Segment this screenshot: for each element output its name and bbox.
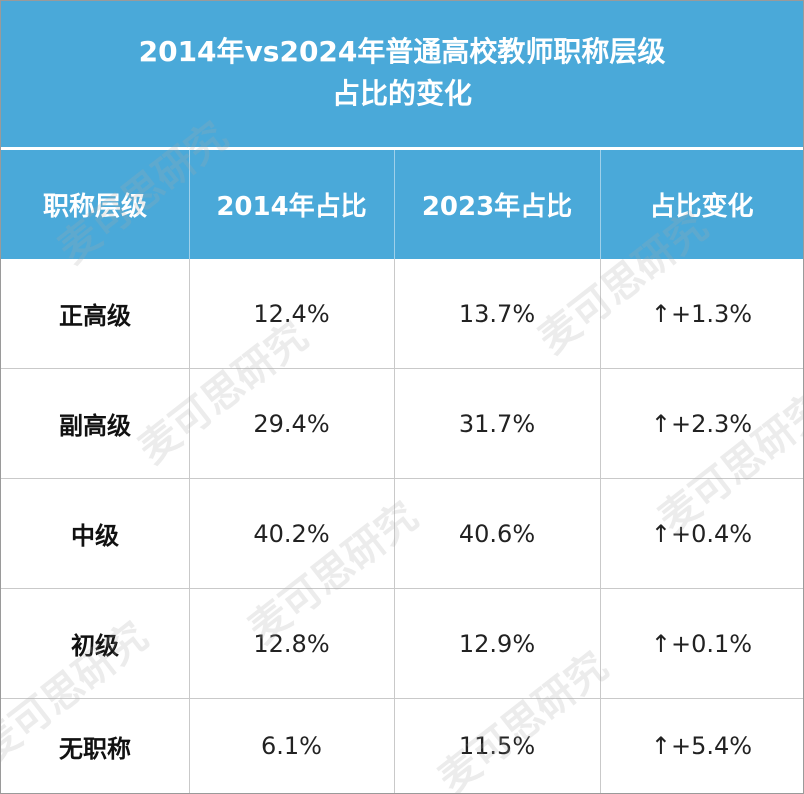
column-divider bbox=[394, 259, 395, 793]
row-level-cell: 无职称 bbox=[59, 734, 131, 763]
row-level-cell: 中级 bbox=[71, 522, 119, 550]
row-level-cell: 正高级 bbox=[59, 302, 131, 330]
table-row: 副高级 29.4% 31.7% ↑+2.3% bbox=[1, 369, 803, 479]
table-row: 正高级 12.4% 13.7% ↑+1.3% bbox=[1, 259, 803, 369]
column-header-2014: 2014年占比 bbox=[216, 192, 367, 222]
table-title: 2014年vs2024年普通高校教师职称层级 占比的变化 bbox=[1, 1, 803, 147]
header-divider bbox=[600, 150, 601, 259]
value-2014-cell: 29.4% bbox=[253, 409, 330, 438]
change-cell: ↑+1.3% bbox=[650, 299, 753, 328]
change-cell: ↑+2.3% bbox=[650, 409, 753, 438]
table-row: 初级 12.8% 12.9% ↑+0.1% bbox=[1, 589, 803, 699]
value-2023-cell: 40.6% bbox=[458, 519, 536, 548]
table-row: 中级 40.2% 40.6% ↑+0.4% bbox=[1, 479, 803, 589]
header-divider bbox=[394, 150, 395, 259]
title-line-2: 占比的变化 bbox=[331, 77, 472, 110]
change-cell: ↑+0.1% bbox=[650, 629, 753, 658]
title-separator bbox=[1, 147, 803, 150]
column-divider bbox=[600, 259, 601, 793]
column-divider bbox=[189, 259, 190, 793]
table-row: 无职称 6.1% 11.5% ↑+5.4% bbox=[1, 699, 803, 793]
change-cell: ↑+5.4% bbox=[650, 732, 753, 760]
value-2014-cell: 40.2% bbox=[253, 519, 330, 548]
header-row: 职称层级 2014年占比 2023年占比 占比变化 bbox=[1, 150, 803, 259]
value-2014-cell: 12.8% bbox=[253, 629, 330, 658]
title-line-1: 2014年vs2024年普通高校教师职称层级 bbox=[138, 35, 666, 68]
change-cell: ↑+0.4% bbox=[650, 519, 753, 548]
value-2023-cell: 12.9% bbox=[458, 629, 536, 658]
value-2023-cell: 31.7% bbox=[458, 409, 536, 438]
row-level-cell: 初级 bbox=[71, 632, 119, 660]
value-2023-cell: 11.5% bbox=[458, 732, 536, 760]
row-level-cell: 副高级 bbox=[59, 412, 131, 440]
value-2014-cell: 6.1% bbox=[261, 732, 322, 760]
column-header-level: 职称层级 bbox=[42, 192, 147, 222]
column-header-2023: 2023年占比 bbox=[421, 192, 573, 222]
header-divider bbox=[189, 150, 190, 259]
value-2023-cell: 13.7% bbox=[458, 299, 536, 328]
column-header-change: 占比变化 bbox=[649, 192, 754, 222]
value-2014-cell: 12.4% bbox=[253, 299, 330, 328]
